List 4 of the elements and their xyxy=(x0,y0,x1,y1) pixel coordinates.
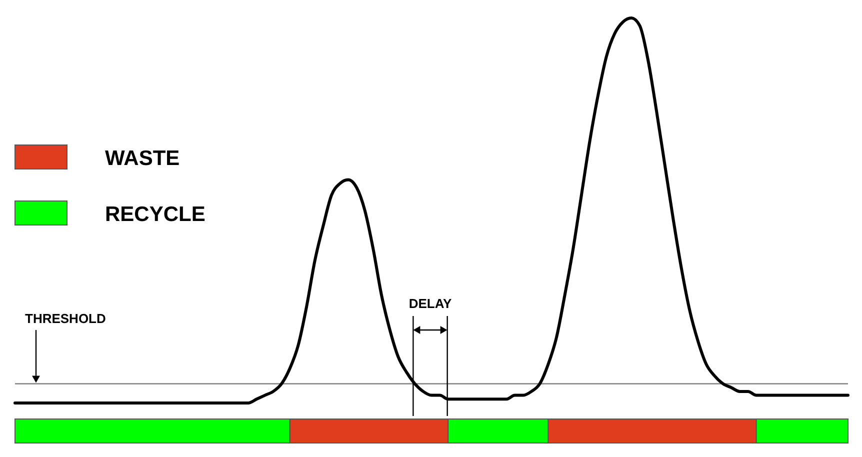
legend-label: WASTE xyxy=(105,147,180,170)
ref-line-label: THRESHOLD xyxy=(25,311,106,326)
annotation: DELAY xyxy=(408,296,452,311)
legend-label: RECYCLE xyxy=(105,203,206,226)
